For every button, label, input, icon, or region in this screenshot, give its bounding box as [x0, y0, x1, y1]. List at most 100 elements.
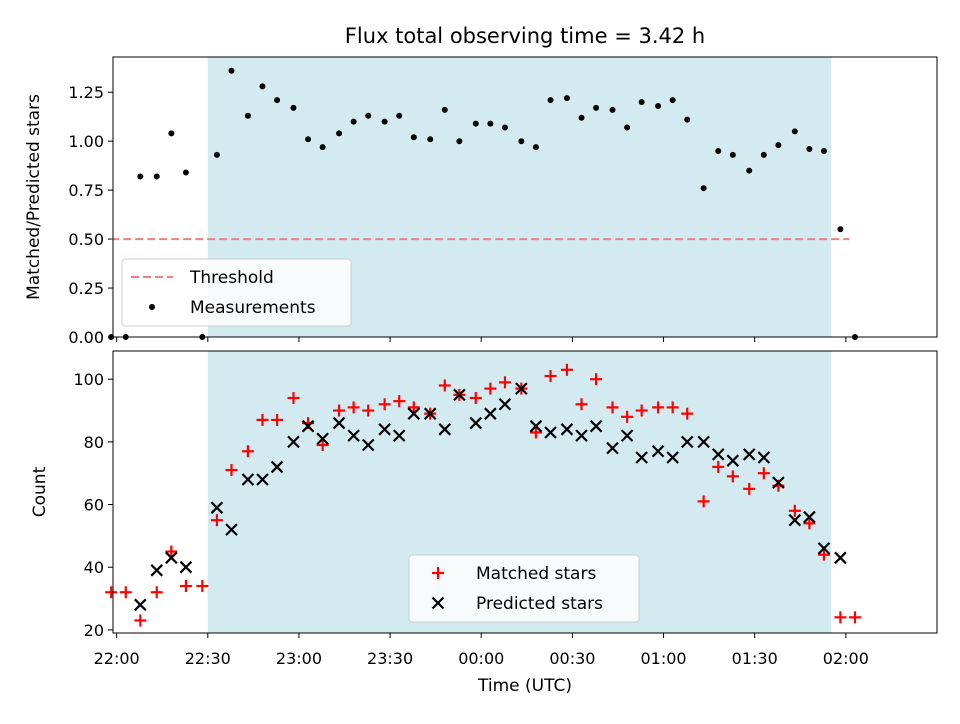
matched-star-point: [834, 611, 847, 624]
predicted-star-point: [270, 460, 284, 474]
measurement-point: [669, 97, 676, 104]
matched-star-point: [225, 464, 238, 477]
top-y-tick-label: 0.25: [68, 279, 104, 298]
predicted-star-point: [241, 473, 255, 486]
matched-star-point: [484, 382, 497, 395]
legend-box: [121, 258, 352, 327]
measurement-point: [578, 114, 585, 121]
matched-star-point: [347, 401, 360, 414]
matched-star-point: [529, 426, 542, 439]
predicted-star-point: [347, 429, 360, 442]
predicted-star-point: [711, 448, 725, 461]
predicted-star-point: [484, 407, 497, 420]
predicted-star-point: [666, 451, 679, 464]
matched-star-point: [271, 413, 284, 426]
measurement-point: [820, 147, 827, 154]
bottom-legend: Matched stars Predicted stars: [408, 554, 640, 623]
predicted-star-point: [803, 510, 816, 524]
predicted-star-point: [635, 451, 648, 464]
matched-star-point: [150, 586, 163, 599]
x-tick-label: 02:00: [823, 649, 869, 668]
x-axis-label: Time (UTC): [477, 676, 572, 696]
predicted-star-point: [332, 416, 346, 430]
measurement-point: [700, 185, 707, 192]
matched-star-point: [560, 363, 573, 376]
predicted-star-point: [150, 564, 164, 577]
matched-star-point: [333, 404, 346, 417]
top-y-tick-label: 1.00: [68, 132, 104, 151]
matched-star-point: [165, 545, 178, 558]
predicted-star-point: [301, 419, 315, 433]
measurement-point: [729, 151, 736, 158]
x-tick-label: 00:30: [549, 649, 595, 668]
predicted-star-point: [606, 441, 619, 455]
predicted-star-point: [392, 429, 406, 442]
matched-star-point: [407, 401, 420, 414]
predicted-star-point: [378, 423, 391, 436]
matched-star-point: [241, 445, 254, 458]
predicted-star-point: [651, 444, 665, 458]
matched-star-point: [652, 401, 665, 414]
matched-star-point: [817, 548, 830, 561]
measurement-point: [501, 124, 508, 131]
matched-star-point: [438, 379, 451, 392]
matched-star-point: [635, 404, 648, 417]
legend-matched-label: Matched stars: [476, 564, 596, 584]
top-legend: Threshold Measurements: [121, 258, 352, 327]
predicted-star-point: [772, 476, 785, 489]
matched-star-point: [134, 614, 147, 627]
measurement-point: [487, 120, 494, 127]
measurement-point: [837, 226, 844, 233]
chart-title: Flux total observing time = 3.42 h: [345, 24, 705, 48]
measurement-point: [638, 99, 645, 106]
matched-star-point: [743, 482, 756, 495]
measurement-point: [518, 138, 525, 145]
predicted-star-point: [544, 426, 557, 439]
matched-star-point: [757, 467, 770, 480]
matched-star-point: [788, 504, 801, 517]
measurement-point: [472, 120, 479, 127]
measurement-point: [593, 104, 600, 111]
measurement-point: [456, 138, 463, 145]
x-tick-label: 01:00: [640, 649, 686, 668]
top-y-tick-label: 0.50: [68, 230, 104, 249]
measurement-point: [684, 116, 691, 123]
measurement-point: [137, 173, 144, 180]
measurement-point: [274, 97, 281, 104]
measurement-point: [228, 67, 235, 74]
measurement-point: [350, 118, 357, 125]
x-tick-label: 22:30: [185, 649, 231, 668]
predicted-star-point: [316, 432, 329, 446]
matched-star-point: [316, 439, 329, 451]
bottom-y-tick-label: 100: [73, 370, 104, 389]
matched-star-point: [378, 398, 391, 411]
matched-star-point: [606, 401, 619, 414]
x-tick-label: 00:00: [458, 649, 504, 668]
matched-star-point: [575, 398, 588, 411]
matched-star-point: [544, 370, 557, 383]
predicted-star-point: [515, 382, 528, 395]
matched-star-point: [803, 517, 816, 530]
matched-star-point: [210, 514, 223, 527]
predicted-star-point: [423, 407, 437, 420]
matched-star-point: [393, 395, 406, 408]
measurement-point: [532, 144, 539, 151]
matched-star-point: [712, 460, 725, 473]
predicted-star-point: [788, 513, 802, 527]
predicted-star-point: [287, 435, 300, 449]
matched-star-point: [196, 580, 209, 592]
matched-star-point: [681, 407, 694, 420]
measurement-point: [381, 118, 388, 125]
measurement-point: [563, 95, 570, 102]
predicted-star-point: [575, 429, 588, 442]
bottom-y-tick-label: 80: [84, 433, 104, 452]
top-y-tick-label: 1.25: [68, 83, 104, 102]
predicted-star-point: [726, 454, 740, 467]
predicted-star-point: [407, 407, 421, 420]
predicted-star-point: [498, 397, 512, 411]
legend-measurements-label: Measurements: [190, 298, 316, 318]
x-tick-label: 23:30: [367, 649, 413, 668]
measurement-point: [168, 130, 175, 137]
matched-star-point: [119, 586, 132, 599]
predicted-star-point: [438, 423, 452, 436]
